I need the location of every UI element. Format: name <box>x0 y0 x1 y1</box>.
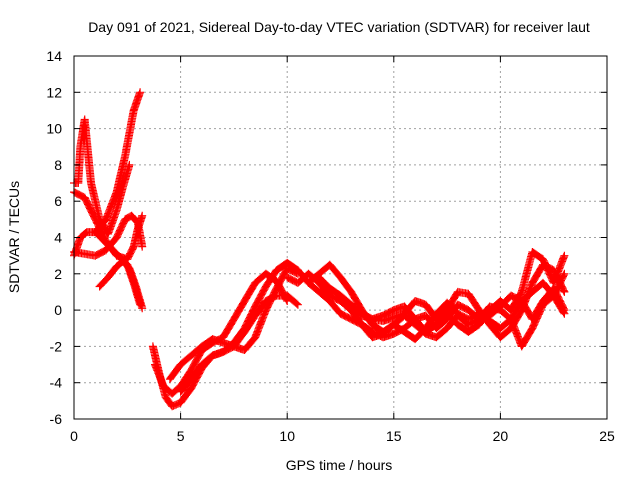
y-tick-label: 10 <box>46 121 62 137</box>
y-tick-label: -4 <box>50 375 63 391</box>
x-tick-label: 10 <box>279 428 295 444</box>
series-arc-10 <box>176 258 302 396</box>
x-tick-label: 20 <box>493 428 509 444</box>
series-arc-9 <box>165 264 302 384</box>
y-tick-label: 14 <box>46 48 62 64</box>
y-tick-label: 2 <box>54 266 62 282</box>
data-points <box>315 248 569 336</box>
y-tick-label: 8 <box>54 157 62 173</box>
x-tick-label: 25 <box>599 428 615 444</box>
y-tick-label: 4 <box>54 230 62 246</box>
data-points <box>176 258 302 396</box>
x-tick-label: 5 <box>177 428 185 444</box>
x-tick-label: 0 <box>70 428 78 444</box>
y-tick-label: 0 <box>54 302 62 318</box>
chart-title: Day 091 of 2021, Sidereal Day-to-day VTE… <box>88 19 590 35</box>
tick-layer: 0 5 10 15 20 25 -6 -4 -2 0 2 4 6 8 10 12 14 <box>46 48 615 444</box>
data-points <box>91 228 145 309</box>
data-points <box>165 264 302 384</box>
y-tick-label: -6 <box>50 411 63 427</box>
x-axis-label: GPS time / hours <box>286 457 393 473</box>
series-layer <box>70 88 569 411</box>
series-arc-15 <box>336 278 569 344</box>
y-tick-label: 12 <box>46 84 62 100</box>
y-axis-label: SDTVAR / TECUs <box>6 181 22 293</box>
series-arc-6 <box>91 228 145 309</box>
y-tick-label: 6 <box>54 193 62 209</box>
data-points <box>336 278 569 344</box>
x-tick-label: 15 <box>386 428 402 444</box>
series-arc-14 <box>315 248 569 336</box>
y-tick-label: -2 <box>50 338 63 354</box>
